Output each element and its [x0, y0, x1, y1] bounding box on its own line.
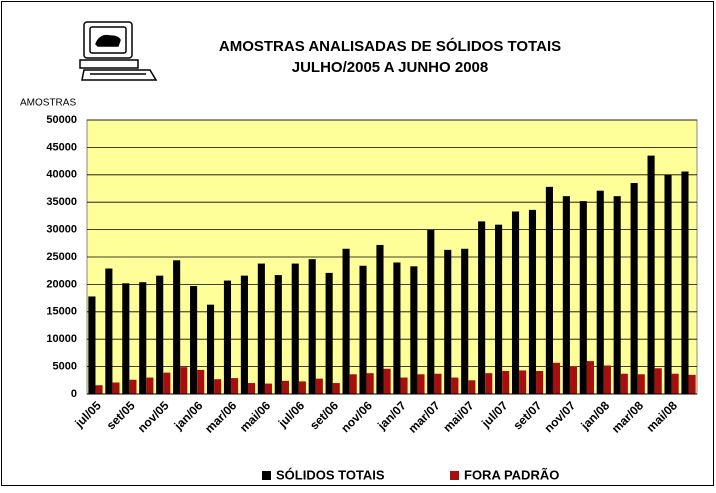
chart-subtitle: JULHO/2005 A JUNHO 2008 [292, 59, 488, 76]
bar [156, 275, 164, 394]
bar [586, 361, 594, 394]
y-tick-label: 40000 [46, 169, 77, 181]
y-tick-label: 20000 [46, 278, 77, 290]
bar [647, 155, 655, 394]
bar [461, 248, 469, 394]
bar [688, 374, 696, 394]
bar [214, 379, 222, 394]
bar [502, 370, 510, 394]
bar [274, 275, 282, 394]
bar [264, 383, 273, 394]
legend-label: SÓLIDOS TOTAIS [276, 467, 385, 482]
chart-title: AMOSTRAS ANALISADAS DE SÓLIDOS TOTAIS [219, 37, 561, 55]
computer-icon [79, 21, 158, 81]
bar [427, 229, 435, 394]
bar [393, 262, 401, 394]
bar [562, 196, 570, 394]
y-tick-label: 30000 [46, 224, 77, 236]
y-tick-label: 5000 [53, 361, 77, 373]
bar [88, 296, 96, 394]
bar [630, 183, 638, 394]
bar [552, 362, 561, 394]
bar [112, 382, 120, 394]
bar [528, 209, 537, 394]
bar [129, 379, 137, 394]
bar [122, 283, 130, 394]
bar [190, 286, 198, 394]
bar [298, 381, 306, 394]
bar [308, 259, 316, 394]
bar [342, 248, 350, 394]
y-tick-label: 50000 [46, 114, 77, 126]
bar [620, 373, 628, 394]
bar [180, 367, 188, 394]
bar [247, 383, 256, 394]
bar [325, 272, 333, 394]
bar [376, 244, 384, 394]
bar [197, 369, 205, 394]
y-tick-label: 15000 [46, 306, 77, 318]
bar [146, 377, 154, 394]
bar [468, 380, 476, 394]
bar [495, 224, 503, 394]
bar [240, 275, 248, 394]
bar [579, 201, 587, 394]
bar [451, 377, 459, 394]
bar [545, 186, 553, 394]
legend-label: FORA PADRÃO [464, 467, 559, 482]
bar [681, 171, 689, 394]
bar [291, 263, 299, 394]
bar [95, 385, 103, 394]
bar [139, 282, 147, 394]
bar [485, 373, 493, 394]
y-axis-label: AMOSTRAS [20, 98, 76, 109]
bar [569, 366, 578, 394]
y-tick-label: 45000 [46, 141, 77, 153]
bar [105, 268, 113, 394]
bar [417, 374, 425, 394]
bar [231, 378, 239, 394]
bar [444, 249, 452, 394]
bar [349, 374, 357, 394]
y-tick-label: 35000 [46, 196, 77, 208]
bar [163, 372, 171, 394]
bar [359, 265, 367, 394]
bar [206, 304, 215, 394]
bar [613, 196, 621, 394]
bar [281, 380, 289, 394]
bar [637, 374, 645, 394]
bar [478, 221, 486, 394]
y-tick-label: 10000 [46, 333, 77, 345]
bar [654, 368, 662, 394]
bar [536, 370, 544, 394]
bar [383, 368, 391, 394]
bar [366, 373, 374, 394]
bar [173, 260, 181, 394]
bar [671, 373, 679, 394]
bar [511, 211, 520, 394]
legend-swatch [450, 471, 459, 480]
bar [664, 174, 672, 394]
bar [400, 377, 408, 394]
y-tick-label: 0 [71, 388, 77, 400]
bar [257, 263, 265, 394]
y-tick-label: 25000 [46, 251, 77, 263]
bar [596, 190, 604, 394]
bar [332, 383, 340, 394]
legend-swatch [262, 471, 271, 480]
bar [519, 370, 527, 394]
bar [434, 373, 442, 394]
bar [223, 280, 232, 394]
bar [410, 266, 418, 394]
bar [603, 365, 611, 394]
bar [315, 378, 323, 394]
